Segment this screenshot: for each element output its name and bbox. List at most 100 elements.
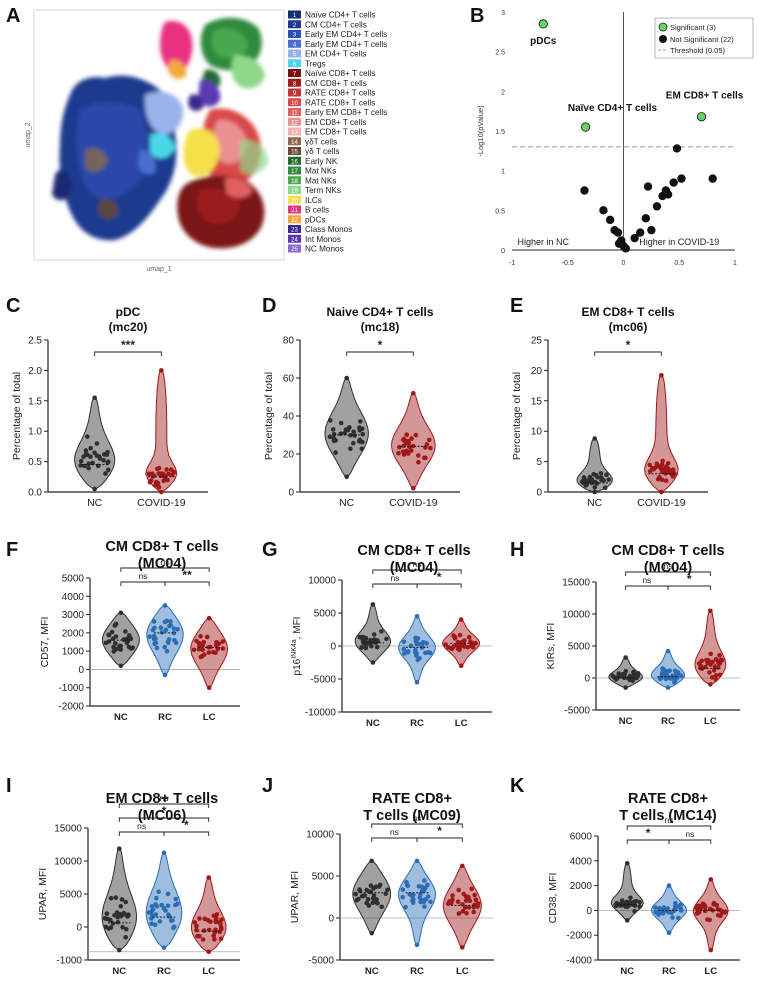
data-point — [459, 863, 465, 869]
data-point — [422, 878, 427, 883]
data-point — [653, 905, 658, 910]
data-point — [92, 486, 97, 492]
y-tick-label: 1 — [501, 169, 505, 176]
data-point — [592, 489, 597, 495]
data-point — [375, 638, 380, 643]
data-point — [113, 641, 118, 646]
x-tick-label: 0.5 — [674, 260, 684, 267]
data-point — [83, 448, 89, 453]
data-point — [623, 655, 628, 660]
data-point — [466, 905, 472, 910]
data-point — [403, 904, 408, 910]
data-point — [665, 460, 671, 466]
legend-number: 13 — [291, 130, 298, 136]
data-point — [214, 912, 220, 917]
violin-panel-c: pDC(mc20) 0.0 0.5 1.0 1.5 2.0 2.5 Percentage of… — [11, 305, 208, 509]
data-point — [409, 893, 415, 899]
data-point — [383, 891, 389, 896]
data-point — [699, 666, 705, 672]
data-point — [206, 875, 212, 880]
data-point — [411, 390, 416, 396]
panel-letter-b: B — [470, 5, 484, 27]
y-tick-label: 80 — [283, 336, 295, 347]
data-point — [471, 904, 477, 910]
data-point — [158, 473, 164, 479]
data-point — [118, 663, 124, 669]
legend-swatch — [288, 225, 301, 233]
data-point — [164, 467, 169, 472]
data-point — [657, 475, 662, 480]
data-point — [86, 461, 91, 467]
data-point — [369, 638, 374, 644]
y-tick-label: 1.5 — [495, 129, 505, 136]
x-tick-label: -0.5 — [562, 260, 574, 267]
data-point — [708, 608, 713, 614]
significance-bracket — [164, 581, 210, 586]
data-point — [712, 664, 718, 669]
y-axis-label: Percentage of total — [263, 372, 275, 460]
data-point — [151, 636, 157, 642]
data-point — [169, 918, 174, 923]
data-point — [162, 644, 167, 650]
data-point — [116, 846, 122, 851]
significance-label: * — [378, 338, 383, 352]
legend-number: 8 — [293, 81, 297, 87]
data-point — [150, 627, 156, 633]
data-point — [200, 647, 205, 652]
data-point — [647, 462, 652, 468]
data-point — [347, 425, 352, 430]
data-point — [202, 916, 207, 922]
data-point — [217, 929, 222, 935]
data-point — [123, 935, 128, 940]
data-point — [359, 894, 365, 899]
data-point — [719, 658, 725, 663]
legend-number: 22 — [291, 218, 298, 224]
data-point — [428, 445, 433, 451]
legend-swatch — [288, 59, 301, 68]
data-point — [468, 639, 473, 644]
data-point — [459, 945, 465, 950]
data-point — [166, 640, 171, 645]
data-point — [206, 949, 212, 955]
data-point — [424, 640, 429, 646]
legend-swatch — [288, 186, 301, 194]
data-point — [406, 451, 411, 456]
data-point — [631, 669, 636, 675]
y-tick-label: -1000 — [56, 956, 82, 967]
y-tick-label: 10 — [531, 427, 543, 438]
chart-subtitle: T cells (MC14) — [619, 808, 717, 824]
data-point — [92, 395, 97, 401]
y-tick-label: 0 — [536, 488, 542, 499]
data-point — [443, 642, 449, 647]
significance-label: ns — [390, 573, 399, 583]
data-point — [112, 623, 118, 628]
data-point — [417, 656, 422, 661]
data-point — [397, 444, 402, 450]
legend-label: Mat NKs — [305, 167, 336, 176]
data-point — [116, 947, 122, 953]
data-point — [359, 645, 364, 650]
data-point — [647, 225, 656, 235]
data-point — [361, 635, 367, 640]
data-point — [466, 634, 472, 640]
data-point — [605, 215, 615, 225]
significance-label: ns — [160, 793, 169, 803]
data-point — [672, 144, 682, 153]
data-point — [357, 437, 363, 443]
data-point — [369, 858, 375, 864]
x-tick-label: NC — [114, 712, 128, 723]
y-tick-label: 40 — [283, 412, 295, 423]
significant-point — [696, 112, 707, 122]
significance-bracket — [163, 831, 210, 836]
x-tick-label: LC — [456, 966, 469, 977]
data-point — [109, 629, 115, 635]
y-tick-label: 5000 — [312, 872, 335, 883]
data-point — [463, 898, 469, 903]
data-point — [659, 462, 665, 468]
chart-title: CM CD8+ T cells — [105, 539, 218, 555]
data-point — [404, 432, 410, 438]
data-point — [460, 902, 465, 907]
data-point — [213, 919, 219, 925]
x-tick-label: NC — [339, 497, 355, 509]
chart-title: RATE CD8+ — [628, 791, 708, 807]
